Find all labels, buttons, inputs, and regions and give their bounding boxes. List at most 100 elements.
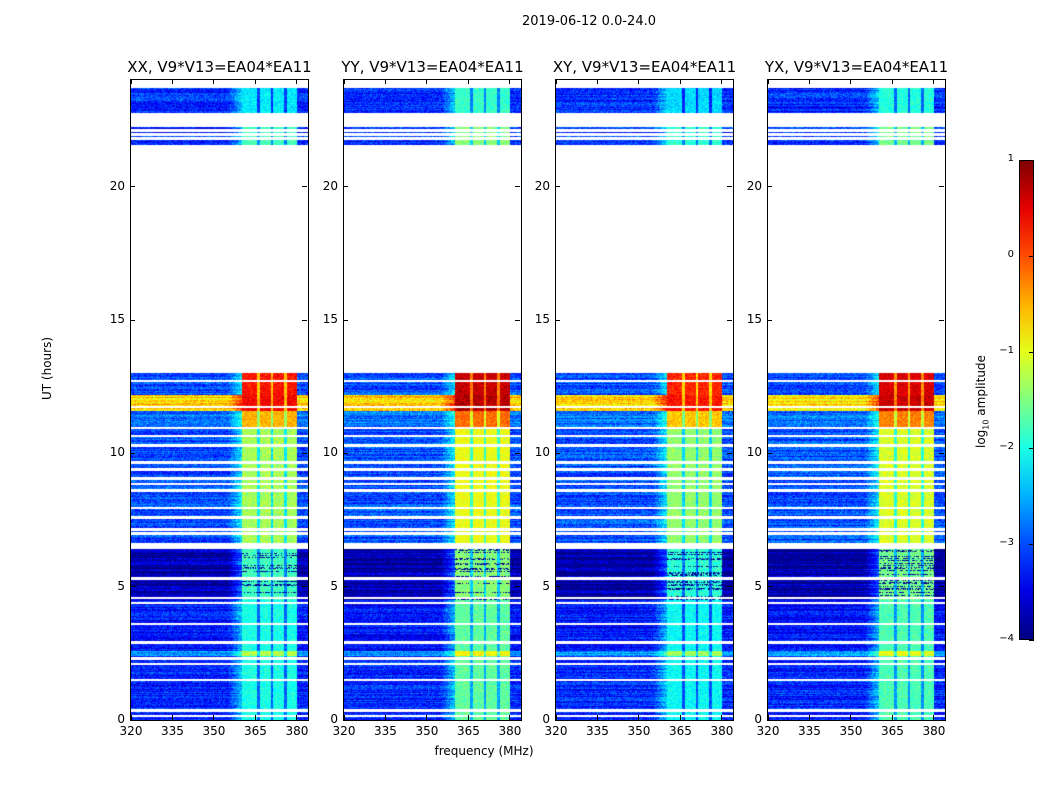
y-tick [515, 319, 520, 321]
x-tick [426, 79, 428, 84]
y-tick [515, 719, 520, 721]
colorbar-tick [1029, 448, 1034, 449]
y-tick [302, 319, 307, 321]
y-tick [555, 319, 560, 321]
colorbar [1019, 160, 1034, 640]
y-tick-label: 0 [754, 712, 762, 726]
x-tick-label: 335 [161, 724, 184, 738]
x-tick [596, 715, 598, 720]
x-tick [638, 715, 640, 720]
y-tick [939, 319, 944, 321]
panel-title: XX, V9*V13=EA04*EA11 [127, 58, 312, 76]
x-tick-label: 380 [498, 724, 522, 738]
x-tick-label: 380 [710, 724, 734, 738]
x-tick [596, 79, 598, 84]
panel-1: XX, V9*V13=EA04*EA11 320 335 350 365 380 0 5 10 1… [110, 58, 312, 738]
x-tick [767, 715, 769, 720]
x-tick [679, 79, 681, 84]
y-tick [555, 186, 560, 188]
x-tick-label: 335 [586, 724, 609, 738]
x-tick-label: 320 [119, 724, 143, 738]
y-tick [130, 452, 135, 454]
y-tick [130, 186, 135, 188]
y-tick-label: 20 [534, 178, 550, 193]
x-tick [343, 715, 345, 720]
y-tick-label: 15 [534, 312, 550, 326]
panel-3: XY, V9*V13=EA04*EA11 320 335 350 365 380 0 5 10 1… [535, 58, 736, 738]
y-tick-label: 20 [109, 178, 125, 193]
y-tick [515, 586, 520, 588]
figure-title: 2019-06-12 0.0-24.0 [522, 14, 656, 29]
y-tick [515, 186, 520, 188]
y-tick [343, 586, 348, 588]
x-tick [467, 715, 469, 720]
y-tick-label: 15 [322, 312, 338, 326]
y-tick [343, 452, 348, 454]
y-tick [515, 452, 520, 454]
y-tick [343, 719, 348, 721]
panel-2: YY, V9*V13=EA04*EA11 320 335 350 365 380 0 5 10 1… [323, 58, 524, 738]
y-tick-label: 20 [746, 178, 762, 193]
y-tick [767, 586, 772, 588]
y-tick-label: 10 [109, 445, 125, 460]
y-tick-label: 10 [322, 445, 338, 460]
y-tick-label: 10 [534, 445, 550, 460]
y-tick [727, 719, 732, 721]
y-tick [767, 319, 772, 321]
y-tick-label: 5 [117, 578, 125, 593]
y-tick-label: 10 [746, 445, 762, 460]
y-tick [555, 452, 560, 454]
y-tick [727, 452, 732, 454]
y-tick [555, 586, 560, 588]
x-tick [808, 79, 810, 84]
y-tick [302, 719, 307, 721]
x-tick [171, 79, 173, 84]
x-tick [254, 79, 256, 84]
y-tick [130, 719, 135, 721]
waterfall-heatmap [768, 80, 945, 720]
x-tick-label: 365 [457, 724, 480, 738]
x-tick [296, 715, 298, 720]
x-tick-label: 320 [756, 724, 780, 738]
x-tick-label: 380 [922, 724, 946, 738]
x-tick [808, 715, 810, 720]
x-tick-label: 380 [285, 724, 309, 738]
colorbar-tick-label: 0 [1007, 249, 1014, 260]
x-tick [426, 715, 428, 720]
y-tick [302, 586, 307, 588]
y-tick [939, 452, 944, 454]
colorbar-tick [1029, 256, 1034, 257]
colorbar-tick-label: −3 [999, 537, 1014, 548]
x-tick [130, 79, 132, 84]
x-tick [213, 715, 215, 720]
x-tick [555, 79, 557, 84]
waterfall-heatmap [131, 80, 308, 720]
y-tick [939, 586, 944, 588]
colorbar-tick [1029, 352, 1034, 353]
y-tick [343, 319, 348, 321]
colorbar-tick [1029, 160, 1034, 161]
colorbar-tick [1029, 640, 1034, 641]
x-tick [850, 79, 852, 84]
panel-title: YY, V9*V13=EA04*EA11 [341, 58, 524, 76]
colorbar-tick [1029, 544, 1034, 545]
x-tick [171, 715, 173, 720]
x-tick [767, 79, 769, 84]
x-tick [891, 715, 893, 720]
x-tick [384, 79, 386, 84]
colorbar-label: log10 amplitude [974, 355, 991, 448]
y-tick [130, 319, 135, 321]
colorbar-tick-label: −2 [999, 441, 1014, 452]
x-tick-label: 335 [798, 724, 821, 738]
x-tick-label: 350 [202, 724, 226, 738]
x-tick [467, 79, 469, 84]
x-tick-label: 335 [374, 724, 397, 738]
panel-4: YX, V9*V13=EA04*EA11 320 335 350 365 380 0 5 10 1… [747, 58, 948, 738]
waterfall-heatmap [556, 80, 733, 720]
x-tick [509, 715, 511, 720]
x-tick [296, 79, 298, 84]
y-tick [939, 719, 944, 721]
x-tick [555, 715, 557, 720]
x-tick-label: 365 [881, 724, 904, 738]
